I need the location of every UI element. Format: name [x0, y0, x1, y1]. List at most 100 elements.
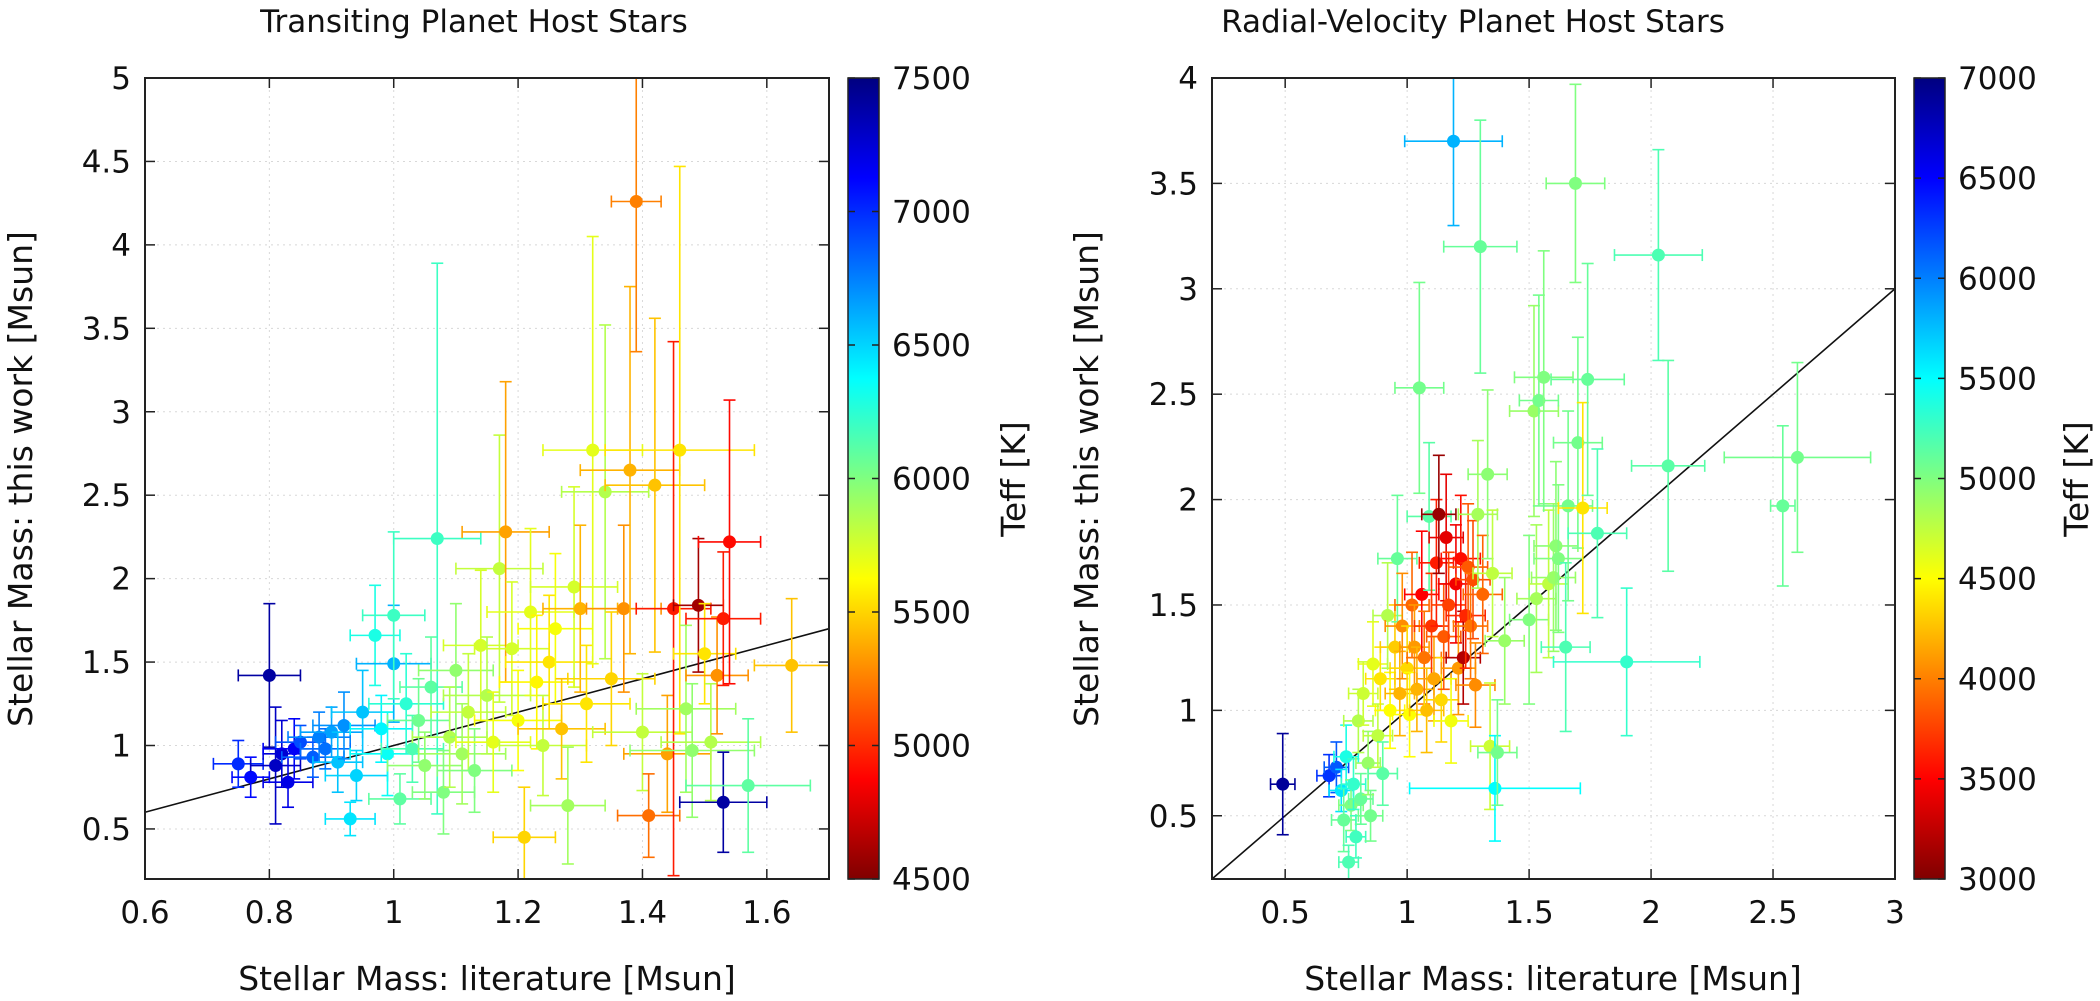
point-marker: [1412, 381, 1426, 395]
data-point: [1530, 502, 1577, 653]
point-marker: [710, 668, 724, 682]
data-point: [1567, 448, 1628, 619]
point-marker: [1422, 509, 1436, 523]
point-marker: [1571, 436, 1585, 450]
x-tick-label: 1: [384, 895, 404, 931]
point-marker: [1481, 467, 1495, 481]
y-tick-label: 3: [1178, 272, 1198, 308]
point-marker: [374, 722, 388, 736]
point-marker: [492, 562, 506, 576]
data-point: [1545, 83, 1606, 284]
data-point: [1513, 250, 1574, 505]
point-marker: [1466, 573, 1480, 587]
point-marker: [617, 602, 631, 616]
data-point: [1477, 699, 1518, 807]
colorbar-tick-label: 6000: [892, 462, 971, 498]
chart-title: Radial-Velocity Planet Host Stars: [1221, 4, 1725, 40]
point-marker: [262, 668, 276, 682]
point-marker: [293, 735, 307, 749]
y-tick-label: 5: [111, 61, 131, 97]
point-marker: [381, 747, 395, 761]
point-marker: [1537, 370, 1551, 384]
point-marker: [1651, 248, 1665, 262]
point-marker: [1547, 571, 1560, 585]
point-marker: [505, 642, 519, 656]
point-marker: [1388, 640, 1402, 654]
point-marker: [349, 769, 363, 783]
data-point: [1533, 460, 1579, 632]
plot-frame: [1211, 77, 1896, 880]
data-point: [610, 78, 662, 353]
data-point: [1357, 789, 1384, 842]
data-point: [1518, 294, 1560, 507]
x-tick-label: 2: [1641, 895, 1661, 931]
data-point: [1508, 304, 1560, 518]
y-axis-label: Stellar Mass: this work [Msun]: [1, 231, 40, 727]
y-tick-label: 4: [1178, 61, 1198, 97]
point-marker: [312, 730, 326, 744]
point-marker: [673, 443, 687, 457]
colorbar-tick-label: 5000: [1958, 462, 2037, 498]
data-point: [380, 714, 445, 784]
data-point: [1345, 814, 1367, 859]
point-marker: [1444, 714, 1458, 728]
point-marker: [1322, 769, 1336, 783]
point-marker: [1620, 655, 1634, 669]
x-tick-label: 1.2: [493, 895, 542, 931]
point-marker: [548, 622, 562, 636]
point-marker: [1559, 640, 1573, 654]
data-point: [237, 602, 302, 748]
data-point: [1420, 454, 1457, 575]
point-marker: [1776, 499, 1790, 513]
data-point: [1340, 758, 1367, 811]
point-marker: [716, 795, 730, 809]
point-marker: [461, 705, 475, 719]
data-point: [1355, 730, 1382, 796]
point-marker: [542, 655, 556, 669]
x-tick-label: 1: [1397, 895, 1417, 931]
y-tick-label: 3.5: [82, 311, 131, 347]
point-marker: [1383, 703, 1397, 717]
point-marker: [1490, 746, 1504, 760]
colorbar-tick-label: 7500: [892, 61, 971, 97]
point-marker: [231, 757, 245, 771]
point-marker: [524, 605, 538, 619]
data-point: [529, 486, 619, 688]
data-point: [349, 584, 401, 687]
data-point: [1428, 473, 1465, 602]
data-points: [1269, 78, 1872, 879]
y-tick-label: 0.5: [82, 812, 131, 848]
point-marker: [741, 779, 755, 793]
data-point: [604, 317, 706, 653]
data-point: [1467, 389, 1508, 560]
colorbar-tick-label: 5500: [1958, 361, 2037, 397]
point-marker: [1468, 678, 1482, 692]
point-marker: [399, 697, 413, 711]
colorbar-label: Teff [K]: [994, 421, 1033, 537]
point-marker: [604, 672, 618, 686]
data-point: [1399, 646, 1435, 733]
point-marker: [561, 799, 575, 813]
y-tick-label: 2.5: [1149, 377, 1198, 413]
data-point: [616, 773, 681, 859]
colorbar-tick-label: 3000: [1958, 862, 2037, 898]
y-tick-label: 2.5: [82, 478, 131, 514]
point-marker: [1354, 792, 1368, 806]
point-marker: [635, 725, 649, 739]
point-marker: [1346, 777, 1360, 791]
point-marker: [1529, 592, 1543, 606]
point-marker: [1446, 134, 1460, 148]
y-axis-label: Stellar Mass: this work [Msun]: [1067, 231, 1106, 727]
data-point: [1367, 741, 1399, 807]
colorbar-tick-label: 4500: [892, 862, 971, 898]
data-point: [1472, 509, 1513, 638]
point-marker: [325, 725, 339, 739]
data-point: [1442, 119, 1518, 374]
point-marker: [393, 792, 407, 806]
point-marker: [387, 608, 401, 622]
point-marker: [1381, 609, 1395, 623]
y-tick-label: 1.5: [1149, 588, 1198, 624]
data-point: [529, 746, 606, 865]
point-marker: [343, 812, 357, 826]
point-marker: [499, 525, 513, 539]
